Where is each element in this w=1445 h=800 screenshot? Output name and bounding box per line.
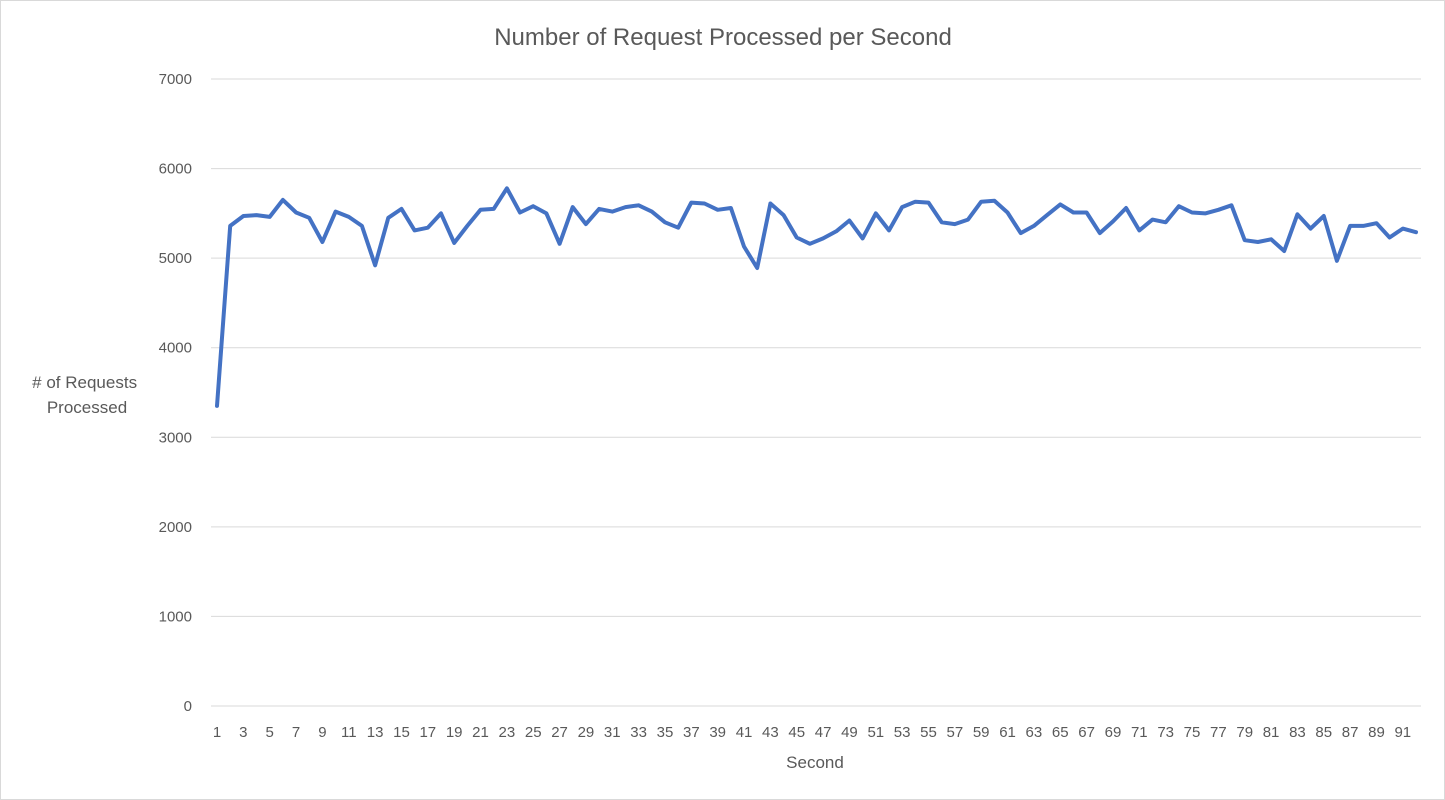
x-tick-label-49: 49	[841, 724, 858, 741]
x-tick-label-31: 31	[604, 724, 621, 741]
x-tick-label-91: 91	[1394, 724, 1411, 741]
x-tick-label-55: 55	[920, 724, 937, 741]
y-tick-label-7000: 7000	[159, 71, 192, 88]
x-tick-label-69: 69	[1105, 724, 1122, 741]
y-axis-title-line-1: # of Requests	[32, 373, 137, 392]
y-tick-label-0: 0	[184, 698, 192, 715]
y-tick-label-3000: 3000	[159, 429, 192, 446]
y-axis-tick-labels: 0 1000 2000 3000 4000 5000 6000 7000	[159, 71, 192, 715]
x-tick-label-37: 37	[683, 724, 700, 741]
x-axis-title: Second	[786, 753, 844, 772]
x-tick-label-5: 5	[266, 724, 274, 741]
x-tick-label-19: 19	[446, 724, 463, 741]
x-tick-label-45: 45	[788, 724, 805, 741]
x-tick-label-39: 39	[709, 724, 726, 741]
x-tick-label-87: 87	[1342, 724, 1359, 741]
y-tick-label-2000: 2000	[159, 519, 192, 536]
x-tick-label-17: 17	[419, 724, 436, 741]
x-tick-label-9: 9	[318, 724, 326, 741]
x-tick-label-85: 85	[1315, 724, 1332, 741]
chart-title: Number of Request Processed per Second	[494, 24, 952, 51]
x-axis-tick-labels: 1 3 5 7 9 11 13 15 17 19 21 23 25 27 29 31 33 35 37 39 41 43 4…	[213, 724, 1411, 741]
series-layer	[215, 186, 1418, 408]
x-tick-label-13: 13	[367, 724, 384, 741]
x-tick-label-65: 65	[1052, 724, 1069, 741]
y-tick-label-6000: 6000	[159, 161, 192, 178]
x-tick-label-23: 23	[499, 724, 516, 741]
series-line-0	[215, 186, 1418, 408]
x-tick-label-53: 53	[894, 724, 911, 741]
x-tick-label-71: 71	[1131, 724, 1148, 741]
x-tick-label-43: 43	[762, 724, 779, 741]
x-tick-label-67: 67	[1078, 724, 1095, 741]
x-tick-label-7: 7	[292, 724, 300, 741]
x-tick-label-11: 11	[341, 724, 357, 741]
y-tick-label-1000: 1000	[159, 608, 192, 625]
x-tick-label-33: 33	[630, 724, 647, 741]
x-tick-label-51: 51	[867, 724, 884, 741]
x-tick-label-21: 21	[472, 724, 489, 741]
x-tick-label-59: 59	[973, 724, 990, 741]
y-axis-title: # of Requests Processed	[32, 373, 142, 417]
y-tick-label-5000: 5000	[159, 250, 192, 267]
x-tick-label-15: 15	[393, 724, 410, 741]
x-tick-label-79: 79	[1236, 724, 1253, 741]
x-tick-label-63: 63	[1026, 724, 1043, 741]
x-tick-label-3: 3	[239, 724, 247, 741]
x-tick-label-61: 61	[999, 724, 1016, 741]
x-tick-label-57: 57	[947, 724, 964, 741]
x-tick-label-77: 77	[1210, 724, 1227, 741]
x-tick-label-35: 35	[657, 724, 674, 741]
y-tick-label-4000: 4000	[159, 340, 192, 357]
x-tick-label-83: 83	[1289, 724, 1306, 741]
x-tick-label-73: 73	[1157, 724, 1174, 741]
x-tick-label-89: 89	[1368, 724, 1385, 741]
y-axis-title-line-2: Processed	[47, 398, 127, 417]
x-tick-label-47: 47	[815, 724, 832, 741]
x-tick-label-27: 27	[551, 724, 568, 741]
x-tick-label-1: 1	[213, 724, 221, 741]
x-tick-label-25: 25	[525, 724, 542, 741]
x-tick-label-81: 81	[1263, 724, 1280, 741]
x-tick-label-75: 75	[1184, 724, 1201, 741]
x-tick-label-41: 41	[736, 724, 753, 741]
gridlines	[211, 78, 1421, 707]
x-tick-label-29: 29	[578, 724, 595, 741]
